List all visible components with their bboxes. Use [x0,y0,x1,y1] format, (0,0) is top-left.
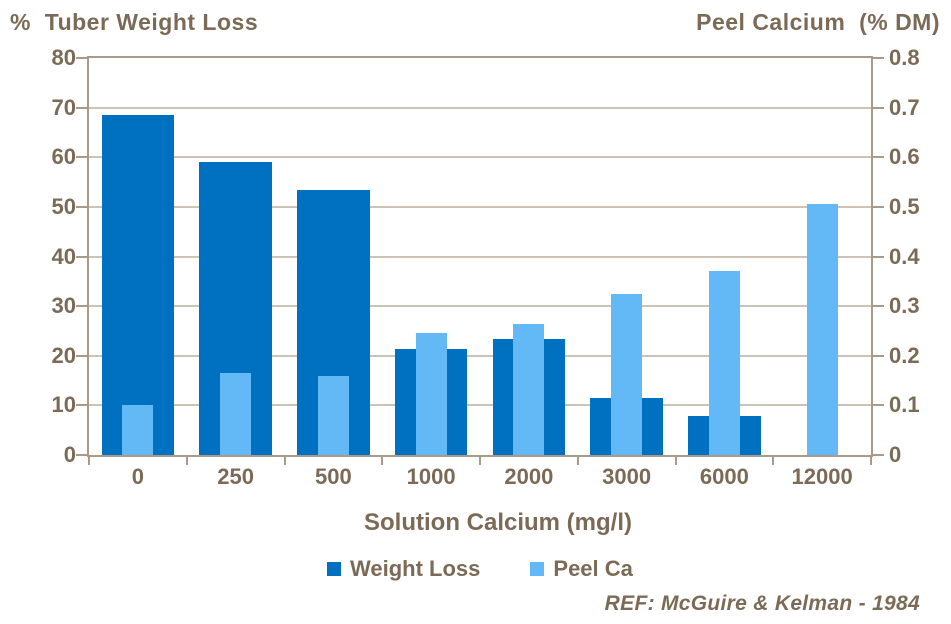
x-axis-tick-label: 2000 [504,464,554,489]
left-axis-tick-labels: 80 70 60 50 40 30 20 10 0 [16,47,76,466]
left-axis-tick-label: 20 [51,342,76,368]
category-500 [285,58,383,455]
bar-peel-ca [806,204,838,455]
bar-weight-loss [101,115,175,455]
left-axis-tick [76,156,88,159]
bar-peel-ca [317,375,349,455]
x-axis-tick-label: 12000 [791,464,853,489]
left-axis-tick [76,205,88,208]
category-1000 [382,58,480,455]
right-axis-tick-label: 0.6 [889,144,920,170]
left-axis-tick-label: 40 [51,243,76,269]
right-axis-tick-label: 0.7 [889,94,920,120]
left-axis-tick [76,404,88,407]
right-axis-tick [872,156,884,159]
gridline [89,156,871,159]
left-axis-title: % Tuber Weight Loss [10,9,259,35]
category-2000 [480,58,578,455]
legend-label: Peel Ca [553,556,633,581]
left-axis-tick [76,305,88,308]
left-axis-tick [76,454,88,456]
right-axis-tick-label: 0.2 [889,342,920,368]
gridline [89,305,871,308]
right-axis-tick [872,354,884,357]
bar-peel-ca [513,323,545,455]
right-axis-tick-label: 0.8 [889,45,920,70]
gridline [89,404,871,407]
category-0 [89,58,187,455]
category-6000 [676,58,774,455]
x-axis-tick-label: 0 [131,464,144,489]
category-250 [187,58,285,455]
x-axis-tick [772,455,775,465]
left-axis-tick-label: 30 [51,293,76,319]
reference-text: REF: McGuire & Kelman - 1984 [604,592,920,615]
bar-peel-ca [415,333,447,455]
plot-area [76,56,884,465]
left-axis-tick [76,57,88,59]
x-axis-tick [870,455,872,465]
x-axis-tick [576,455,579,465]
x-axis-tick-label: 250 [217,464,254,489]
left-axis-tick [76,255,88,258]
left-axis-tick-label: 50 [51,193,76,219]
x-axis-title: Solution Calcium (mg/l) [364,509,632,536]
left-axis-tick-label: 70 [51,94,76,120]
gridline [89,205,871,208]
left-axis-tick-label: 10 [51,392,76,418]
gridline [89,354,871,357]
x-axis-tick [283,455,286,465]
category-12000 [773,58,871,455]
right-axis-tick-labels: 0.8 0.7 0.6 0.5 0.4 0.3 0.2 0.1 0 [889,47,949,466]
left-axis-tick-label: 0 [63,442,76,467]
left-axis-tick-label: 60 [51,144,76,170]
right-axis-tick [872,255,884,258]
right-axis-tick-label: 0.5 [889,193,920,219]
x-axis-tick-labels: 0 250 500 1000 2000 3000 6000 12000 [89,466,871,492]
left-axis-tick-label: 80 [51,45,76,70]
left-axis-tick [76,106,88,109]
bar-peel-ca [708,271,740,455]
gridline [89,106,871,109]
right-axis-tick [872,205,884,208]
right-axis-tick-label: 0.4 [889,243,920,269]
right-axis-tick [872,404,884,407]
left-axis-tick [76,354,88,357]
bar-peel-ca [220,373,251,455]
right-axis-tick-label: 0.3 [889,293,920,319]
x-axis-tick [381,455,384,465]
x-axis-tick [88,455,90,465]
x-axis-tick [479,455,481,465]
x-axis-tick [674,455,677,465]
category-3000 [578,58,676,455]
bar-peel-ca [122,405,154,455]
legend-label: Weight Loss [350,556,481,581]
right-axis-title: Peel Calcium (% DM) [696,9,940,35]
right-axis-tick [872,106,884,109]
legend-marker-weight-loss [327,562,341,576]
x-axis-tick-label: 3000 [602,464,652,489]
bar-peel-ca [611,293,642,455]
right-axis-tick [872,305,884,308]
legend: Weight Loss Peel Ca [327,556,633,582]
right-axis-tick-label: 0.1 [889,392,920,418]
right-axis-tick [872,57,884,59]
x-axis-tick-label: 500 [315,464,352,489]
legend-item-weight-loss: Weight Loss [327,556,480,582]
right-axis-tick [872,454,884,456]
x-axis-tick [185,455,188,465]
right-axis-tick-label: 0 [889,442,902,467]
legend-marker-peel-ca [530,562,545,576]
x-axis-tick-label: 1000 [406,464,456,489]
gridline [89,255,871,258]
x-axis-tick-label: 6000 [699,464,749,489]
legend-item-peel-ca: Peel Ca [530,556,633,582]
